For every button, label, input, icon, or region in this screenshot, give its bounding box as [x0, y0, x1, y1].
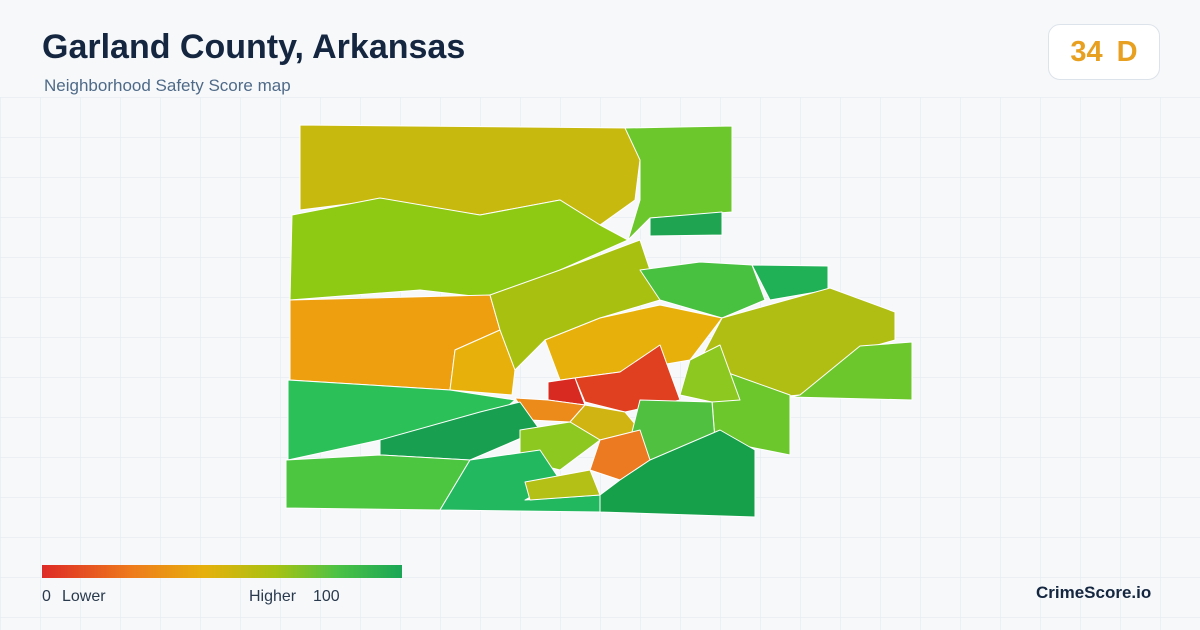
legend-high-label: Higher [249, 588, 297, 605]
legend-min: 0 [42, 588, 51, 605]
regions [285, 124, 913, 518]
legend-max: 100 [313, 588, 340, 605]
region [639, 261, 766, 319]
legend-gradient [42, 565, 402, 578]
brand: CrimeScore.io [1036, 583, 1152, 602]
score-badge: 34 D [1048, 24, 1160, 80]
region [624, 125, 733, 241]
title: Garland County, Arkansas [42, 28, 466, 66]
region [285, 454, 471, 511]
score: 34 [1070, 35, 1103, 68]
grade: D [1116, 35, 1138, 68]
region [289, 197, 629, 301]
region [449, 329, 516, 396]
region [599, 429, 756, 518]
region [789, 341, 913, 401]
region [574, 344, 681, 413]
subtitle: Neighborhood Safety Score map [44, 76, 291, 95]
region [649, 211, 723, 237]
legend-low-label: Lower [62, 588, 106, 605]
region [679, 344, 741, 403]
